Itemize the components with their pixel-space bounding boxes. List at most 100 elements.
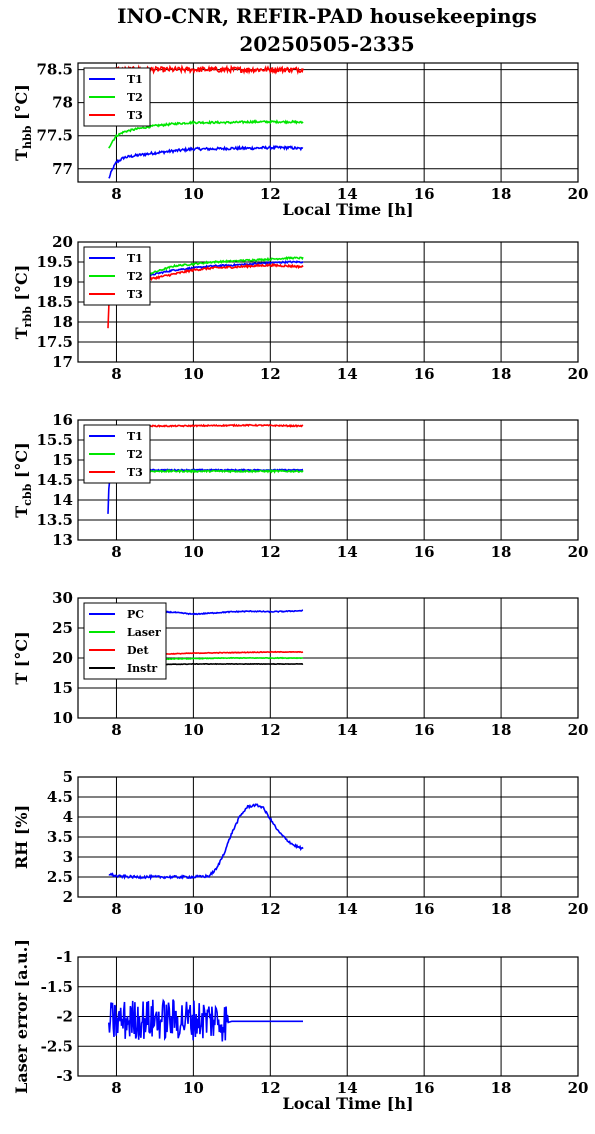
chart-panels: 8 10 12 14 16 18 20 77 77.5 78 78.5 Local Time [h] T…	[12, 61, 588, 1113]
legend-entry: T1	[127, 252, 143, 265]
y-axis-label: Trbb [°C]	[12, 265, 34, 340]
y-tick-label: 16	[52, 411, 73, 429]
y-tick-label: 15.5	[36, 431, 73, 449]
y-tick-label: 14.5	[36, 471, 73, 489]
y-tick-label: 30	[52, 589, 73, 607]
x-tick-label: 18	[491, 543, 512, 561]
y-tick-label: 3.5	[47, 828, 73, 846]
chart-panel-trbb: 8 10 12 14 16 18 20 17 17.5 18 18.5 19 19.5 20 Trbb [°…	[12, 233, 588, 383]
x-tick-label: 14	[337, 1079, 358, 1097]
x-tick-label: 14	[337, 543, 358, 561]
series-line-data	[108, 998, 303, 1042]
x-tick-label: 20	[568, 365, 589, 383]
legend: T1 T2 T3	[83, 424, 151, 484]
y-tick-label: -2	[56, 1008, 73, 1026]
y-tick-label: 19	[52, 273, 73, 291]
x-tick-label: 16	[414, 721, 435, 739]
y-axis-label: T [°C]	[12, 631, 31, 684]
plot-frame	[77, 241, 579, 363]
y-tick-label: 77.5	[36, 127, 73, 145]
x-axis-label: Local Time [h]	[282, 200, 413, 219]
legend-entry: Det	[127, 644, 150, 657]
y-tick-label: 15	[52, 451, 73, 469]
plot-frame	[77, 62, 579, 183]
x-tick-label: 8	[111, 721, 121, 739]
y-tick-label: 15	[52, 679, 73, 697]
x-tick-label: 20	[568, 185, 589, 203]
x-tick-label: 14	[337, 185, 358, 203]
y-tick-label: 2.5	[47, 868, 73, 886]
y-tick-label: 25	[52, 619, 73, 637]
x-tick-label: 12	[260, 185, 281, 203]
x-tick-label: 20	[568, 721, 589, 739]
x-tick-label: 8	[111, 1079, 121, 1097]
y-tick-label: 4	[63, 808, 73, 826]
x-tick-label: 16	[414, 185, 435, 203]
x-tick-label: 10	[183, 1079, 204, 1097]
x-tick-label: 12	[260, 543, 281, 561]
x-tick-label: 10	[183, 365, 204, 383]
x-tick-label: 18	[491, 721, 512, 739]
legend-entry: Laser	[127, 626, 161, 639]
y-tick-label: 10	[52, 709, 73, 727]
plot-frame	[77, 597, 579, 719]
series-line-t2	[108, 119, 304, 149]
y-tick-label: 3	[63, 848, 73, 866]
x-tick-label: 20	[568, 1079, 589, 1097]
legend: PC Laser Det Instr	[83, 602, 167, 680]
x-tick-label: 16	[414, 365, 435, 383]
x-tick-label: 8	[111, 365, 121, 383]
y-tick-label: 2	[63, 888, 73, 906]
legend-entry: T1	[127, 430, 143, 443]
x-tick-label: 18	[491, 900, 512, 918]
x-tick-label: 8	[111, 543, 121, 561]
x-tick-label: 10	[183, 185, 204, 203]
legend: T1 T2 T3	[83, 246, 151, 306]
x-tick-label: 14	[337, 721, 358, 739]
y-tick-label: 14	[52, 491, 73, 509]
x-tick-label: 18	[491, 365, 512, 383]
chart-panel-tbbb: 8 10 12 14 16 18 20 77 77.5 78 78.5 Local Time [h] T…	[12, 61, 588, 219]
x-tick-label: 16	[414, 1079, 435, 1097]
x-tick-label: 10	[183, 543, 204, 561]
y-tick-label: 20	[52, 649, 73, 667]
legend-entry: T3	[127, 288, 143, 301]
y-axis-label: Thbb [°C]	[12, 84, 34, 161]
x-tick-label: 10	[183, 900, 204, 918]
x-tick-label: 18	[491, 1079, 512, 1097]
legend-entry: T2	[127, 91, 143, 104]
x-tick-label: 16	[414, 543, 435, 561]
y-tick-label: 78	[52, 94, 73, 112]
series-line-t1	[108, 144, 304, 179]
legend-entry: T2	[127, 448, 143, 461]
y-tick-label: 77	[52, 160, 73, 178]
y-tick-label: 4.5	[47, 788, 73, 806]
x-tick-label: 8	[111, 900, 121, 918]
y-axis-label: Laser error [a.u.]	[12, 939, 31, 1094]
plot-frame	[77, 419, 579, 541]
figure-title-line2: 20250505-2335	[239, 32, 414, 56]
legend-entry: T1	[127, 73, 143, 86]
y-tick-label: 20	[52, 233, 73, 251]
legend-entry: T3	[127, 466, 143, 479]
y-tick-label: 13.5	[36, 511, 73, 529]
y-tick-label: -1	[56, 948, 73, 966]
x-axis-label: Local Time [h]	[282, 1094, 413, 1113]
series-line-data	[108, 803, 304, 881]
chart-panel-tcbb: 8 10 12 14 16 18 20 13 13.5 14 14.5 15 15.5 16 Tcbb [°…	[12, 411, 588, 561]
y-tick-label: 18.5	[36, 293, 73, 311]
chart-panel-rh: 8 10 12 14 16 18 20 2 2.5 3 3.5 4 4.5 5 RH [%]	[12, 768, 588, 918]
y-axis-label: Tcbb [°C]	[12, 442, 34, 517]
figure-title-line1: INO-CNR, REFIR-PAD housekeepings	[117, 4, 537, 28]
legend-box	[83, 602, 167, 680]
legend-entry: PC	[127, 608, 144, 621]
plot-frame	[77, 776, 579, 898]
x-tick-label: 12	[260, 365, 281, 383]
legend-entry: T2	[127, 270, 143, 283]
x-tick-label: 10	[183, 721, 204, 739]
y-tick-label: 17.5	[36, 333, 73, 351]
y-tick-label: -3	[56, 1067, 73, 1085]
x-tick-label: 8	[111, 185, 121, 203]
legend: T1 T2 T3	[83, 67, 151, 127]
